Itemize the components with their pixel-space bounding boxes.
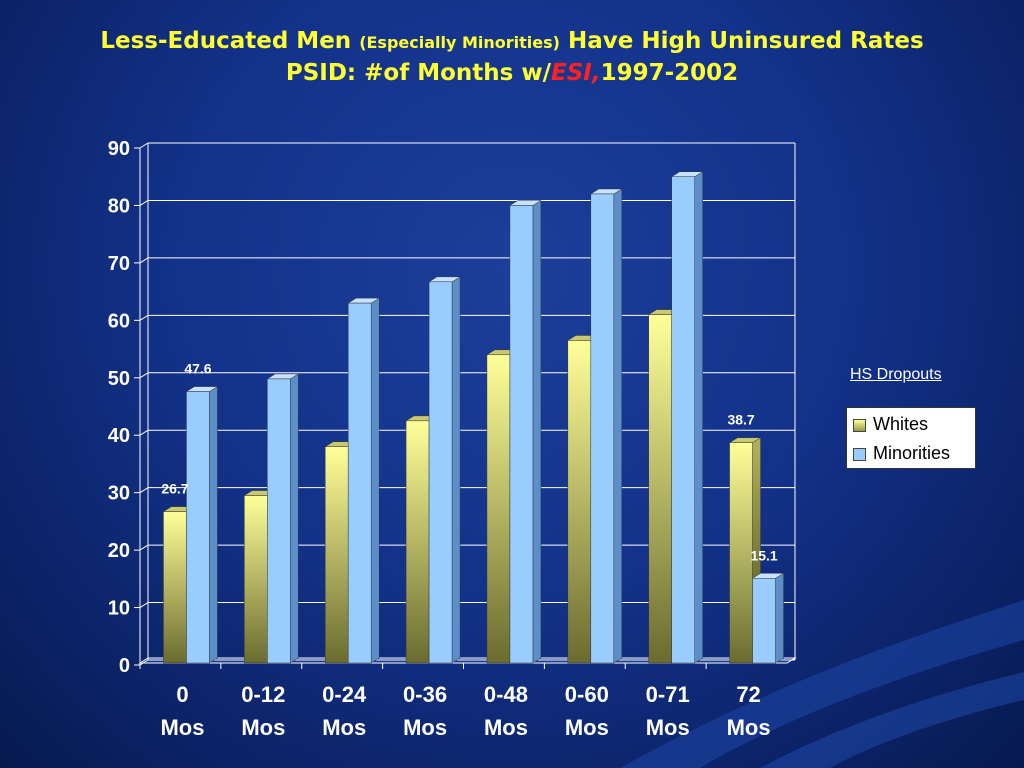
legend-label-whites: Whites [873,414,928,435]
bar-minorities [591,194,614,663]
y-tick-label: 40 [108,425,130,447]
bar-minorities [429,282,452,663]
y-tick-label: 80 [108,195,130,217]
x-tick-label: 0-48 [484,682,528,707]
legend-label-minorities: Minorities [873,443,950,464]
x-tick-label: Mos [403,715,447,740]
bar-side [209,387,217,663]
bar-whites [163,512,186,663]
y-tick-label: 30 [108,483,130,505]
x-tick-label: Mos [646,715,690,740]
legend-swatch-whites [853,419,866,432]
bar-whites [244,496,267,663]
x-tick-label: Mos [565,715,609,740]
bar-chart: 0 10 20 30 40 50 60 70 80 90 0 Mos 0-12 Mos 0-24 Mos 0-3… [0,0,1024,768]
legend: Whites Minorities [846,407,976,469]
bar-minorities [267,379,290,663]
bar-whites [325,447,348,663]
data-label: 47.6 [184,361,211,377]
data-label: 26.7 [161,481,188,497]
x-tick-label: Mos [322,715,366,740]
x-tick-label: 0-12 [241,682,285,707]
bar-side [290,374,298,663]
bar-side [614,189,622,663]
bar-minorities [753,578,776,663]
bar-side [695,172,703,663]
bar-whites [730,443,753,663]
x-tick-label: 0-60 [565,682,609,707]
y-tick-label: 0 [119,655,130,677]
bar-minorities [672,177,695,663]
y-tick-label: 90 [108,138,130,160]
data-label: 38.7 [727,412,754,428]
y-tick-label: 60 [108,310,130,332]
gridline-depth [140,315,148,320]
bar-side [371,298,379,663]
gridline-depth [140,430,148,435]
y-tick-label: 50 [108,368,130,390]
y-tick-label: 70 [108,253,130,275]
x-tick-label: 0 [176,682,188,707]
gridline-depth [140,200,148,205]
gridline-depth [140,258,148,263]
bar-minorities [348,303,371,663]
gridline-depth [140,603,148,608]
y-tick-label: 20 [108,540,130,562]
bar-side [533,200,541,663]
gridline-depth [140,373,148,378]
bar-whites [487,355,510,663]
bar-minorities [186,392,209,663]
data-label: 15.1 [750,547,777,563]
x-tick-label: Mos [160,715,204,740]
bar-side [452,277,460,663]
bar-side [776,573,784,663]
x-tick-label: 0-24 [322,682,367,707]
x-tick-label: Mos [484,715,528,740]
bar-whites [649,315,672,663]
x-tick-label: Mos [241,715,285,740]
y-tick-label: 10 [108,598,130,620]
legend-title: HS Dropouts [850,366,942,384]
x-tick-label: 0-71 [646,682,690,707]
bar-whites [406,421,429,663]
legend-swatch-minorities [853,448,866,461]
x-tick-label: 72 [736,682,760,707]
x-tick-label: 0-36 [403,682,447,707]
gridline-depth [140,143,148,148]
x-tick-label: Mos [727,715,771,740]
gridline-depth [140,488,148,493]
bar-minorities [510,205,533,663]
bar-whites [568,340,591,663]
gridline-depth [140,545,148,550]
